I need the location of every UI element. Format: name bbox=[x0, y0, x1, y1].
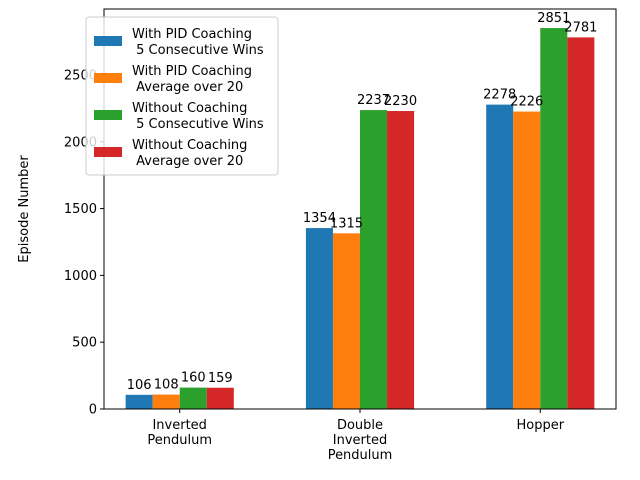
bar-series-1-cat-3 bbox=[486, 104, 514, 409]
bar-value-label: 2226 bbox=[510, 95, 543, 110]
bar-series-2-cat-1 bbox=[152, 394, 180, 409]
bar-series-4-cat-1 bbox=[206, 387, 234, 409]
x-tick-label: Hopper bbox=[516, 418, 564, 433]
bar-value-label: 2781 bbox=[564, 20, 597, 35]
bar-value-label: 2237 bbox=[357, 93, 390, 108]
data-labels-group: 106 1354 2278 108 1315 2226 160 2237 2851 159 2230… bbox=[127, 11, 598, 393]
bar-series-4-cat-2 bbox=[387, 111, 415, 409]
bar-value-label: 1315 bbox=[330, 216, 363, 231]
legend-box bbox=[85, 16, 279, 176]
bar-value-label: 159 bbox=[208, 371, 233, 386]
y-tick-label: 0 bbox=[89, 403, 97, 418]
bar-series-2-cat-3 bbox=[513, 111, 541, 409]
bar-value-label: 2230 bbox=[384, 94, 417, 109]
legend-entry-label: With PID Coaching 5 Consecutive Wins bbox=[132, 27, 264, 58]
bar-series-1-cat-2 bbox=[305, 228, 333, 409]
legend-swatch bbox=[94, 36, 122, 46]
legend-entry-label: Without Coaching 5 Consecutive Wins bbox=[132, 101, 264, 132]
bar-value-label: 106 bbox=[127, 378, 152, 393]
bar-series-3-cat-3 bbox=[540, 28, 568, 410]
bar-series-3-cat-2 bbox=[360, 110, 388, 410]
bar-value-label: 108 bbox=[154, 378, 179, 393]
legend-entry-label: Without Coaching Average over 20 bbox=[132, 138, 247, 169]
y-axis-label: Episode Number bbox=[17, 155, 32, 263]
legend-entry-label: With PID Coaching Average over 20 bbox=[132, 64, 252, 95]
bar-series-4-cat-3 bbox=[567, 37, 595, 409]
bar-value-label: 2278 bbox=[483, 88, 516, 103]
legend-swatch bbox=[94, 110, 122, 120]
bar-series-1-cat-1 bbox=[125, 394, 153, 409]
x-tick-label: Double Inverted Pendulum bbox=[328, 418, 393, 463]
y-tick-label: 500 bbox=[72, 336, 97, 351]
legend-swatch bbox=[94, 73, 122, 83]
bar-value-label: 160 bbox=[181, 371, 206, 386]
bar-value-label: 2851 bbox=[537, 11, 570, 26]
legend: With PID Coaching 5 Consecutive Wins With… bbox=[85, 16, 279, 176]
y-tick-label: 1500 bbox=[64, 202, 97, 217]
x-tick-label: Inverted Pendulum bbox=[147, 418, 212, 448]
y-tick-label: 1000 bbox=[64, 269, 97, 284]
bar-series-3-cat-1 bbox=[179, 387, 207, 409]
bars-group bbox=[125, 28, 595, 410]
bar-value-label: 1354 bbox=[303, 211, 336, 226]
legend-swatch bbox=[94, 147, 122, 157]
bar-series-2-cat-2 bbox=[332, 233, 360, 409]
x-axis: Inverted Pendulum Double Inverted Pendulum Ho… bbox=[147, 409, 565, 463]
